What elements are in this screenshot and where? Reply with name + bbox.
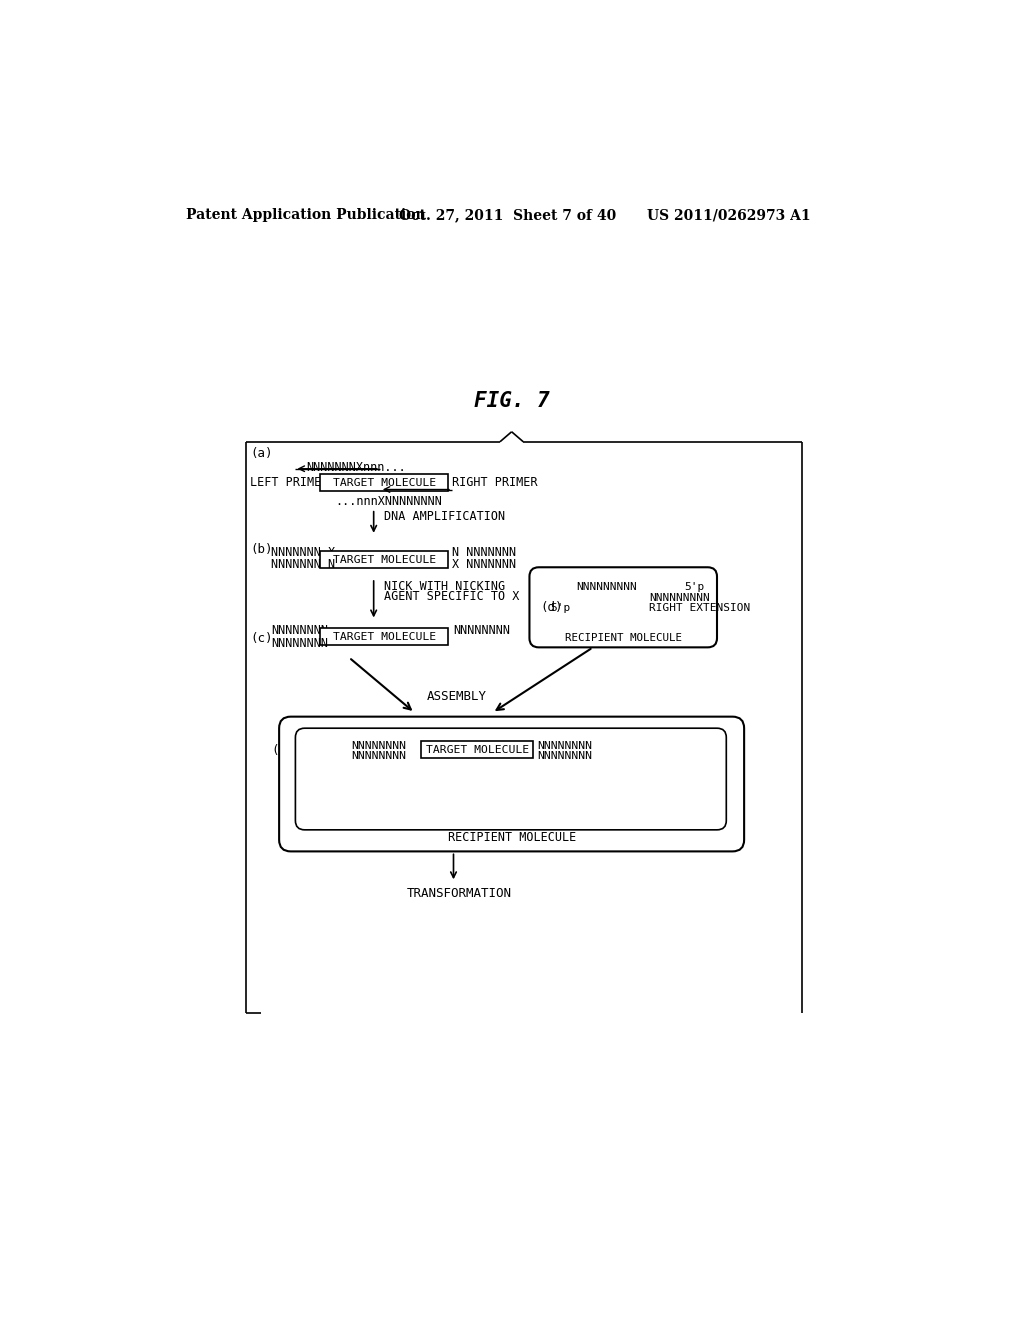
FancyBboxPatch shape [421,742,534,758]
Text: NNNNNNNNN: NNNNNNNNN [575,582,637,591]
Text: DNA AMPLIFICATION: DNA AMPLIFICATION [384,511,505,523]
FancyBboxPatch shape [321,628,449,645]
Text: X NNNNNNN: X NNNNNNN [452,558,516,572]
Text: TARGET MOLECULE: TARGET MOLECULE [426,744,528,755]
Text: TARGET MOLECULE: TARGET MOLECULE [333,478,435,487]
Text: NNNNNNN N: NNNNNNN N [271,558,336,572]
FancyBboxPatch shape [295,729,726,830]
Text: (e): (e) [271,743,294,756]
Text: LEFT EXTENSION: LEFT EXTENSION [562,570,662,583]
Text: Patent Application Publication: Patent Application Publication [186,209,426,223]
Text: ASSEMBLY: ASSEMBLY [426,689,486,702]
Text: NNNNNNNN: NNNNNNNN [271,636,329,649]
Text: LEFT PRIMER: LEFT PRIMER [251,477,329,490]
Text: TARGET MOLECULE: TARGET MOLECULE [333,631,435,642]
Text: 5'p: 5'p [684,582,705,591]
Text: (b): (b) [251,544,273,557]
Text: NNNNNNNXnnn...: NNNNNNNXnnn... [306,461,406,474]
Text: FIG. 7: FIG. 7 [474,391,550,411]
FancyBboxPatch shape [529,568,717,647]
FancyBboxPatch shape [280,717,744,851]
Text: NNNNNNNN: NNNNNNNN [351,742,407,751]
Text: TARGET MOLECULE: TARGET MOLECULE [333,554,435,565]
Text: NNNNNNNN: NNNNNNNN [454,624,511,638]
Text: NICK WITH NICKING: NICK WITH NICKING [384,579,505,593]
Text: NNNNNNNN: NNNNNNNN [351,751,407,762]
Text: NNNNNNNN: NNNNNNNN [538,742,592,751]
Text: ...nnnXNNNNNNNN: ...nnnXNNNNNNNN [336,495,442,508]
Text: (a): (a) [251,447,273,461]
Text: Oct. 27, 2011  Sheet 7 of 40: Oct. 27, 2011 Sheet 7 of 40 [399,209,616,223]
Text: US 2011/0262973 A1: US 2011/0262973 A1 [647,209,811,223]
Text: NNNNNNNN: NNNNNNNN [538,751,592,762]
Text: (c): (c) [251,632,273,645]
Text: 5'p: 5'p [550,603,570,612]
Text: AGENT SPECIFIC TO X: AGENT SPECIFIC TO X [384,590,519,603]
Text: RECIPIENT MOLECULE: RECIPIENT MOLECULE [447,832,575,845]
Text: RECIPIENT MOLECULE: RECIPIENT MOLECULE [564,634,682,643]
Text: NNNNNNNN: NNNNNNNN [271,624,329,638]
Text: RIGHT EXTENSION: RIGHT EXTENSION [649,603,750,614]
FancyBboxPatch shape [321,552,449,568]
FancyBboxPatch shape [321,474,449,491]
Text: NNNNNNN X: NNNNNNN X [271,545,336,558]
Text: NNNNNNNNN: NNNNNNNNN [649,594,710,603]
Text: RIGHT PRIMER: RIGHT PRIMER [452,477,538,490]
Text: TRANSFORMATION: TRANSFORMATION [407,887,512,900]
Text: (d): (d) [541,601,563,614]
Text: N NNNNNNN: N NNNNNNN [452,545,516,558]
